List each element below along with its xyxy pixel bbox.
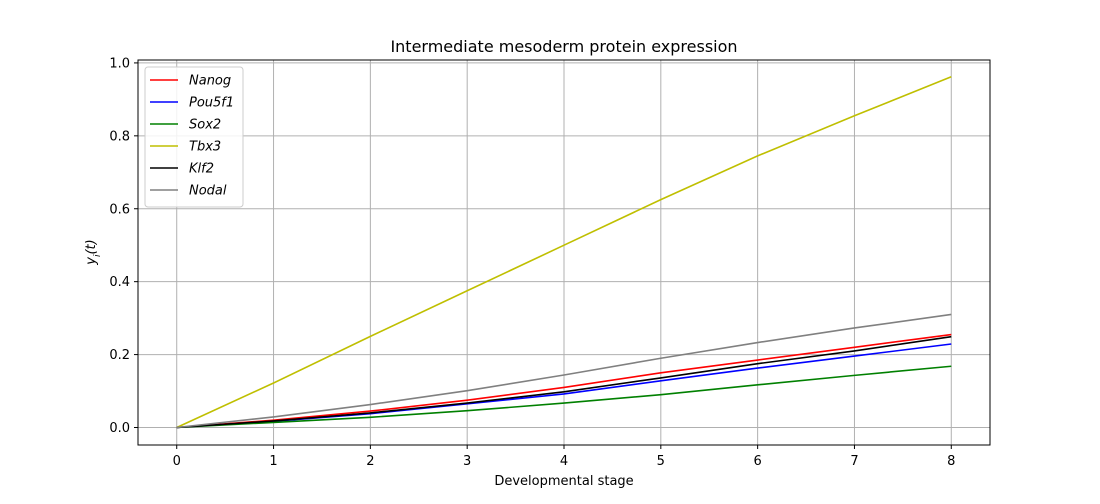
series-line-tbx3 [176,76,952,429]
tick-layer: 0 1 2 3 4 5 6 7 8 0.0 0.2 0.4 0.6 0.8 1.0 [109,56,955,469]
x-tick-label: 2 [366,454,374,469]
y-tick-label: 1.0 [109,56,130,71]
series-layer [176,76,952,429]
x-tick-label: 7 [850,454,858,469]
x-tick-label: 6 [753,454,761,469]
y-axis-label: yi(t) [84,239,103,265]
y-tick-label: 0.4 [109,275,130,290]
grid-layer [138,60,990,445]
y-tick-label: 0.6 [109,202,130,217]
legend-label-tbx3: Tbx3 [189,140,221,155]
x-axis-label: Developmental stage [494,474,633,489]
legend-label-pou5f1: Pou5f1 [189,96,234,111]
x-tick-label: 0 [173,454,181,469]
series-line-sox2 [176,365,952,429]
series-line-klf2 [176,335,952,429]
series-line-nodal [176,313,952,429]
x-tick-label: 5 [657,454,665,469]
chart-title: Intermediate mesoderm protein expression [390,37,737,56]
x-tick-label: 3 [463,454,471,469]
legend-label-nanog: Nanog [189,74,231,89]
y-tick-label: 0.2 [109,348,130,363]
x-tick-label: 4 [560,454,568,469]
legend: Nanog Pou5f1 Sox2 Tbx3 Klf2 Nodal [144,66,244,208]
x-tick-label: 1 [269,454,277,469]
y-tick-label: 0.0 [109,421,130,436]
x-tick-label: 8 [947,454,955,469]
legend-label-klf2: Klf2 [189,162,214,177]
legend-label-sox2: Sox2 [189,118,221,133]
legend-label-nodal: Nodal [189,184,227,199]
series-line-nanog [176,333,952,429]
y-tick-label: 0.8 [109,129,130,144]
